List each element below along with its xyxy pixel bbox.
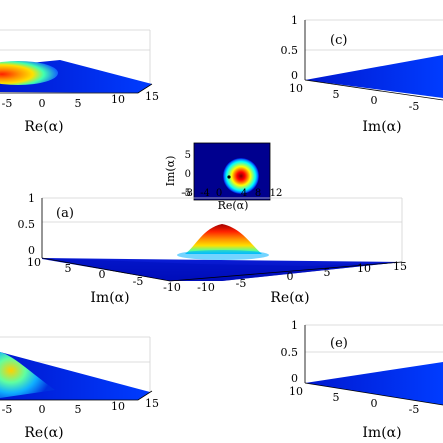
panel-top-left-grid [0, 29, 151, 84]
inset-ytick-0: 5 [185, 150, 191, 161]
inset-ytick-2: -5 [181, 188, 191, 199]
a-re-label: Re(α) [270, 290, 309, 306]
a-imtick-3: -5 [133, 275, 144, 288]
panel-top-left-peak [0, 61, 58, 85]
e-y-label: Im(α) [362, 425, 401, 441]
a-ztick-0: 1 [28, 192, 35, 205]
tl-xtick-0: -5 [2, 97, 13, 110]
bl-xtick-0: -5 [2, 403, 13, 416]
bl-xtick-2: 5 [75, 403, 82, 416]
tl-xtick-2: 5 [75, 97, 82, 110]
tl-xtick-4: 15 [145, 90, 159, 103]
a-imtick-0: 10 [27, 256, 41, 269]
a-retick-3: 5 [324, 266, 331, 279]
c-y-label: Im(α) [362, 119, 401, 135]
e-ytick-1: 5 [333, 391, 340, 404]
c-ytick-1: 5 [333, 88, 340, 101]
a-ztick-1: 0.5 [18, 218, 36, 231]
e-ztick-1: 0.5 [281, 346, 299, 359]
inset-ytick-1: 0 [185, 169, 191, 180]
inset-xtick-3: 4 [241, 188, 247, 199]
a-retick-1: -5 [236, 277, 247, 290]
inset-xtick-2: 0 [216, 188, 222, 199]
c-ytick-0: 10 [289, 82, 303, 95]
e-ytick-3: -5 [409, 403, 420, 416]
e-ztick-0: 1 [291, 319, 298, 332]
inset-x-label: Re(α) [218, 199, 249, 212]
panel-a: 1 0.5 0 10 5 0 -5 -10 -10 -5 0 5 10 15 (… [18, 192, 408, 306]
panel-c: 1 0.5 0 10 5 0 -5 (c) Im(α) [281, 14, 443, 135]
a-im-label: Im(α) [90, 290, 129, 306]
c-ytick-2: 0 [371, 94, 378, 107]
e-ytick-2: 0 [371, 397, 378, 410]
a-imtick-1: 5 [65, 262, 72, 275]
e-ztick-2: 0 [291, 372, 298, 385]
tl-x-label: Re(α) [24, 119, 63, 135]
panel-bottom-left: -5 0 5 10 15 Re(α) [0, 336, 159, 441]
panel-e-surface [305, 362, 443, 405]
e-panel-label: (e) [330, 336, 348, 351]
a-retick-4: 10 [357, 262, 371, 275]
inset-xtick-5: 12 [270, 188, 283, 199]
c-ytick-3: -5 [409, 100, 420, 113]
inset-origin-dot [227, 175, 231, 179]
a-retick-5: 15 [393, 260, 407, 273]
inset-xtick-4: 8 [255, 188, 261, 199]
inset-y-label: Im(α) [164, 156, 177, 187]
panel-a-floor-shade [42, 258, 402, 281]
tl-xtick-1: 0 [39, 97, 46, 110]
tl-xtick-3: 10 [111, 93, 125, 106]
bl-xtick-3: 10 [111, 400, 125, 413]
c-ztick-0: 1 [291, 14, 298, 27]
a-imtick-4: -10 [163, 281, 181, 294]
inset-peak [223, 158, 259, 194]
panel-c-surface [305, 55, 443, 98]
bl-x-label: Re(α) [24, 425, 63, 441]
bl-xtick-1: 0 [39, 403, 46, 416]
c-ztick-1: 0.5 [281, 44, 299, 57]
panel-bottom-left-peak [0, 352, 55, 398]
a-ztick-2: 0 [28, 244, 35, 257]
c-panel-label: (c) [330, 33, 347, 48]
panel-a-peak [185, 224, 262, 254]
a-retick-0: -10 [197, 281, 215, 294]
a-panel-label: (a) [56, 206, 74, 221]
panel-top-left: -5 0 5 10 15 Re(α) [0, 29, 159, 135]
inset-density-plot: 5 0 -5 -8 -4 0 4 8 12 Re(α) Im(α) [164, 142, 283, 212]
inset-xtick-0: -8 [183, 188, 193, 199]
a-imtick-2: 0 [99, 268, 106, 281]
e-ytick-0: 10 [289, 385, 303, 398]
panel-e: 1 0.5 0 10 5 0 -5 (e) Im(α) [281, 319, 443, 441]
inset-xtick-1: -4 [200, 188, 210, 199]
a-retick-2: 0 [287, 270, 294, 283]
bl-xtick-4: 15 [145, 397, 159, 410]
c-ztick-2: 0 [291, 69, 298, 82]
